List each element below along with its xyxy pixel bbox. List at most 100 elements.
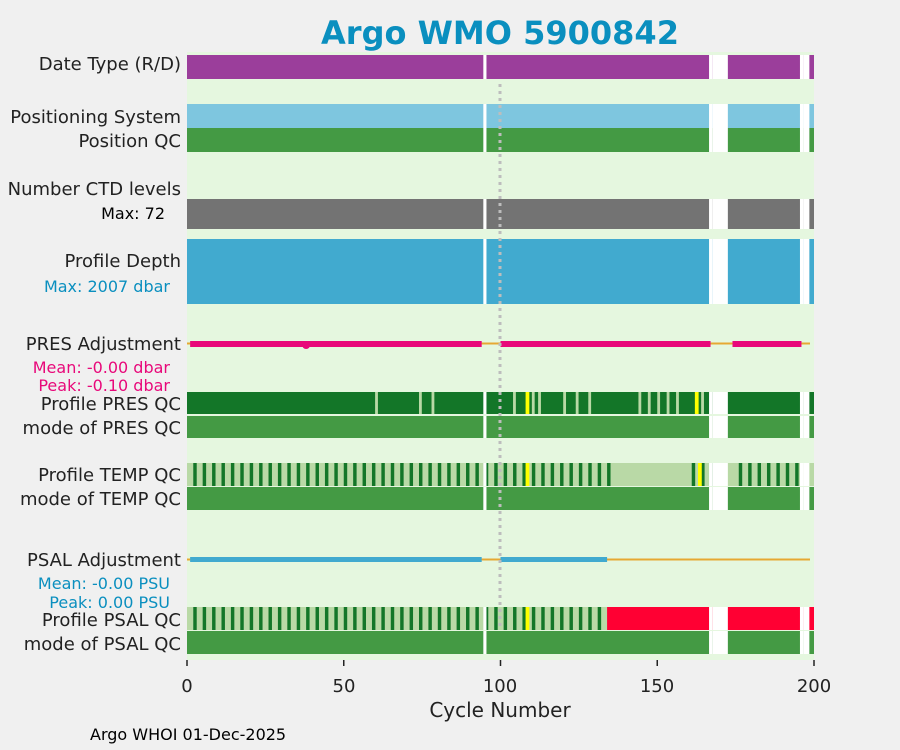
row-label-profile-temp-qc: Profile TEMP QC: [38, 465, 181, 486]
profile-temp-qc-dark-44: [324, 463, 329, 486]
profile-psal-qc-dark-113: [541, 607, 545, 630]
mode-psal-qc-bar-gap-1: [709, 631, 713, 654]
profile-psal-qc-bar-gap-1: [709, 607, 713, 630]
date-type-bar-gap-3: [712, 55, 728, 79]
profile-pres-qc-light-4: [531, 392, 535, 414]
pres-adjustment-segment-0: [190, 341, 482, 347]
row-label-positioning-system: Positioning System: [10, 107, 181, 128]
profile-pres-qc-light-5: [538, 392, 541, 414]
profile-depth-bar-gap-0: [483, 239, 487, 304]
profile-psal-qc-dark-74: [418, 607, 423, 630]
profile-temp-qc-dark-47: [334, 463, 338, 486]
mode-pres-qc-bar-gap-3: [712, 416, 728, 438]
pres-mean-label: Mean: -0.00 dbar: [33, 358, 171, 377]
profile-temp-qc-dark-71: [409, 463, 414, 486]
mode-pres-qc-bar-gap-0: [483, 416, 487, 438]
chart-title: Argo WMO 5900842: [321, 14, 679, 52]
profile-psal-qc-dark-41: [315, 607, 319, 630]
ctd-levels-bar-gap-1: [709, 199, 713, 229]
row-label-mode-temp-qc: mode of TEMP QC: [20, 489, 181, 510]
profile-temp-qc-dark-38: [306, 463, 310, 486]
ctd-levels-bar-gap-2: [799, 199, 804, 229]
profile-psal-qc-flag-yellow: [525, 607, 530, 630]
positioning-system-bar-gap-1: [709, 104, 713, 128]
profile-temp-qc-dark-110: [531, 463, 536, 486]
profile-temp-qc-dark-161: [691, 463, 696, 486]
profile-psal-qc-dark-59: [371, 607, 376, 630]
profile-temp-qc-dark-23: [259, 463, 263, 486]
profile-psal-qc-dark-110: [531, 607, 536, 630]
profile-temp-qc-dark-83: [447, 463, 451, 486]
profile-pres-qc-bar-gap-1: [709, 392, 713, 414]
profile-psal-qc-dark-38: [306, 607, 310, 630]
profile-temp-qc-bar-gap-3: [712, 463, 728, 486]
profile-psal-qc-dark-8: [212, 607, 216, 630]
profile-psal-qc-dark-98: [494, 607, 498, 630]
profile-psal-qc-dark-50: [343, 607, 348, 630]
mode-pres-qc-bar-gap-4: [803, 416, 810, 438]
mode-psal-qc-bar-gap-3: [712, 631, 728, 654]
row-label-profile-depth: Profile Depth: [64, 251, 181, 272]
date-type-bar-gap-4: [803, 55, 810, 79]
row-label-mode-pres-qc: mode of PRES QC: [23, 418, 181, 439]
profile-temp-qc-dark-32: [287, 463, 291, 486]
profile-temp-qc-dark-95: [484, 463, 489, 486]
profile-temp-qc-dark-11: [221, 463, 225, 486]
depth-max-label: Max: 2007 dbar: [44, 277, 170, 296]
row-label-date-type: Date Type (R/D): [39, 54, 181, 75]
position-qc-bar-gap-3: [712, 128, 728, 152]
x-tick-label-200: 200: [797, 676, 831, 697]
profile-pres-qc-light-12: [666, 392, 670, 414]
profile-psal-qc-dark-11: [221, 607, 225, 630]
profile-pres-qc-light-1: [418, 392, 422, 414]
profile-psal-qc-dark-92: [475, 607, 479, 630]
mode-psal-qc-bar-gap-2: [799, 631, 804, 654]
profile-psal-qc-dark-68: [400, 607, 404, 630]
x-tick-label-100: 100: [483, 676, 517, 697]
profile-psal-qc-dark-119: [560, 607, 564, 630]
profile-temp-qc-dark-113: [541, 463, 545, 486]
psal-adjustment-segment-0: [190, 557, 482, 562]
mode-temp-qc-bar-gap-2: [799, 487, 804, 510]
profile-temp-qc-dark-176: [738, 463, 743, 486]
row-label-ctd-levels: Number CTD levels: [8, 179, 181, 200]
position-qc-bar-gap-4: [803, 128, 810, 152]
profile-psal-qc-dark-131: [597, 607, 602, 630]
profile-psal-qc-dark-116: [550, 607, 555, 630]
profile-temp-qc-dark-116: [550, 463, 555, 486]
mode-temp-qc-bar-gap-0: [483, 487, 487, 510]
row-label-profile-pres-qc: Profile PRES QC: [41, 394, 181, 415]
profile-temp-qc-dark-56: [362, 463, 367, 486]
profile-temp-qc-dark-59: [371, 463, 376, 486]
row-label-pres-adjustment: PRES Adjustment: [26, 334, 181, 355]
positioning-system-bar-gap-2: [799, 104, 804, 128]
profile-depth-bar-gap-2: [799, 239, 804, 304]
positioning-system-bar-gap-4: [803, 104, 810, 128]
mode-temp-qc-bar-gap-3: [712, 487, 728, 510]
profile-temp-qc-dark-62: [381, 463, 385, 486]
profile-psal-qc-dark-95: [484, 607, 489, 630]
profile-psal-qc-dark-101: [503, 607, 508, 630]
profile-temp-qc-dark-188: [776, 463, 780, 486]
profile-pres-qc-light-8: [588, 392, 592, 414]
profile-psal-qc-dark-5: [202, 607, 207, 630]
row-labels: Date Type (R/D) Positioning System Posit…: [8, 54, 181, 655]
profile-psal-qc-dark-26: [268, 607, 272, 630]
profile-temp-qc-dark-2: [193, 463, 197, 486]
profile-psal-qc-dark-65: [390, 607, 395, 630]
profile-temp-qc-dark-128: [588, 463, 592, 486]
psal-adjustment-segment-1: [500, 557, 608, 562]
profile-temp-qc-dark-119: [560, 463, 564, 486]
profile-psal-qc-dark-104: [513, 607, 517, 630]
mode-temp-qc-bar-gap-4: [803, 487, 810, 510]
profile-pres-qc-light-11: [657, 392, 661, 414]
ctd-levels-bar-gap-3: [712, 199, 728, 229]
position-qc-bar-gap-2: [799, 128, 804, 152]
ctd-max-label: Max: 72: [101, 204, 165, 223]
profile-psal-qc-dark-77: [428, 607, 432, 630]
profile-temp-qc-dark-41: [315, 463, 319, 486]
mode-psal-qc-bar: [187, 631, 814, 654]
profile-pres-qc-bar-gap-0: [483, 392, 487, 414]
profile-psal-qc-dark-17: [240, 607, 244, 630]
profile-temp-qc-bar-gap-1: [709, 463, 713, 486]
